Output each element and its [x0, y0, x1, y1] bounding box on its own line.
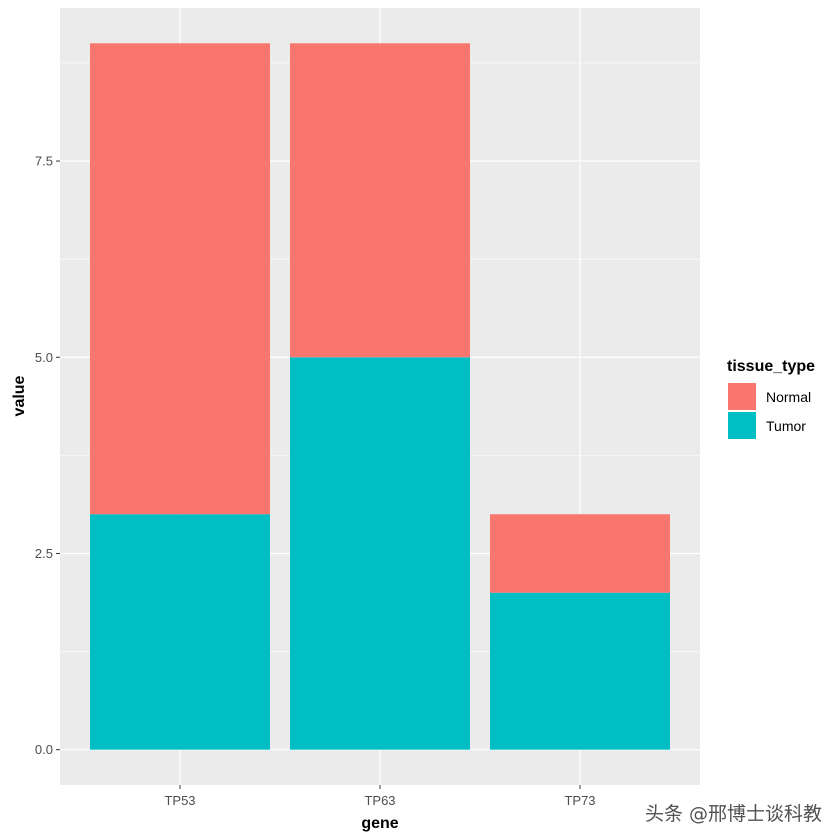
x-tick-label: TP73 — [564, 793, 595, 808]
x-axis-title: gene — [361, 815, 398, 832]
x-axis-ticks: TP53 TP63 TP73 — [164, 785, 596, 808]
bar-normal-tp53 — [90, 43, 270, 515]
legend-key-normal — [728, 383, 756, 410]
y-tick-label: 5.0 — [35, 350, 53, 365]
y-tick-label: 7.5 — [35, 154, 53, 169]
x-tick-label: TP53 — [164, 793, 195, 808]
bar-tumor-tp63 — [290, 357, 470, 750]
x-tick-label: TP63 — [364, 793, 395, 808]
legend: tissue_type Normal Tumor — [727, 358, 815, 439]
bar-normal-tp73 — [490, 514, 670, 593]
legend-key-tumor — [728, 412, 756, 439]
legend-title: tissue_type — [727, 358, 815, 375]
y-axis-ticks: 0.0 2.5 5.0 7.5 — [35, 154, 60, 757]
y-tick-label: 0.0 — [35, 742, 53, 757]
bar-normal-tp63 — [290, 43, 470, 358]
legend-label-tumor: Tumor — [766, 418, 806, 434]
y-tick-label: 2.5 — [35, 546, 53, 561]
bar-tumor-tp73 — [490, 592, 670, 750]
bar-tumor-tp53 — [90, 514, 270, 750]
bars — [90, 43, 670, 750]
y-axis-title: value — [11, 375, 28, 416]
watermark: 头条 @邢博士谈科教 — [644, 803, 822, 825]
legend-label-normal: Normal — [766, 389, 811, 405]
